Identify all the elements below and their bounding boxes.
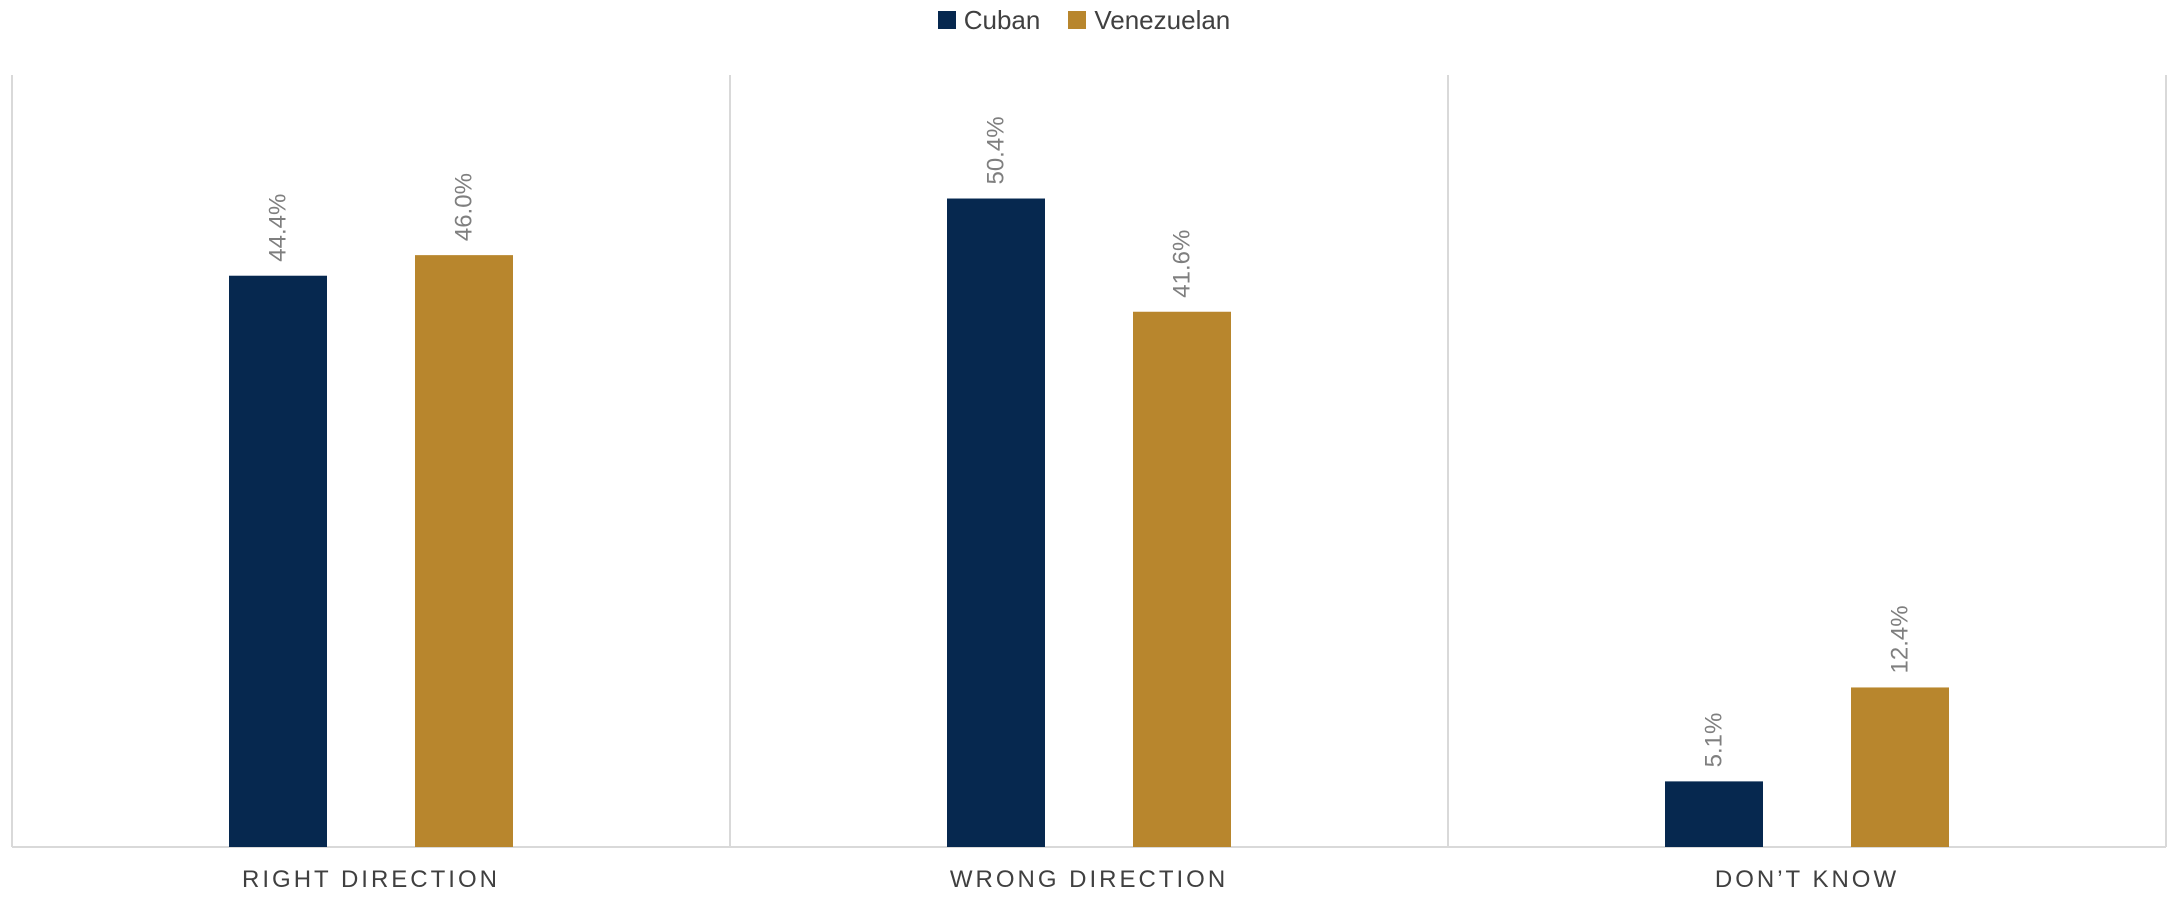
legend: Cuban Venezuelan	[0, 0, 2168, 40]
data-label-venezuelan-wrong-direction: 41.6%	[1169, 230, 1196, 298]
legend-label-venezuelan: Venezuelan	[1094, 4, 1231, 35]
x-tick-label-right-direction: RIGHT DIRECTION	[242, 866, 500, 893]
data-label-cuban-right-direction: 44.4%	[265, 194, 292, 262]
bar-cuban-right-direction	[229, 275, 327, 848]
legend-label-cuban: Cuban	[963, 4, 1041, 35]
data-label-cuban-don-t-know: 5.1%	[1701, 713, 1728, 768]
data-label-venezuelan-right-direction: 46.0%	[451, 173, 478, 241]
legend-swatch-venezuelan	[1068, 11, 1087, 29]
bar-cuban-wrong-direction	[947, 198, 1045, 847]
bar-venezuelan-wrong-direction	[1133, 311, 1231, 847]
legend-item-venezuelan: Venezuelan	[1068, 5, 1230, 36]
bar-venezuelan-don-t-know	[1851, 687, 1949, 847]
bar-venezuelan-right-direction	[415, 255, 513, 848]
data-label-cuban-wrong-direction: 50.4%	[983, 116, 1010, 184]
data-label-venezuelan-don-t-know: 12.4%	[1887, 605, 1914, 673]
legend-item-cuban: Cuban	[937, 4, 1041, 36]
legend-swatch-cuban	[937, 11, 956, 29]
x-tick-label-don-t-know: DON’T KNOW	[1715, 866, 1899, 893]
x-tick-label-wrong-direction: WRONG DIRECTION	[950, 866, 1228, 893]
bar-cuban-don-t-know	[1665, 781, 1763, 847]
